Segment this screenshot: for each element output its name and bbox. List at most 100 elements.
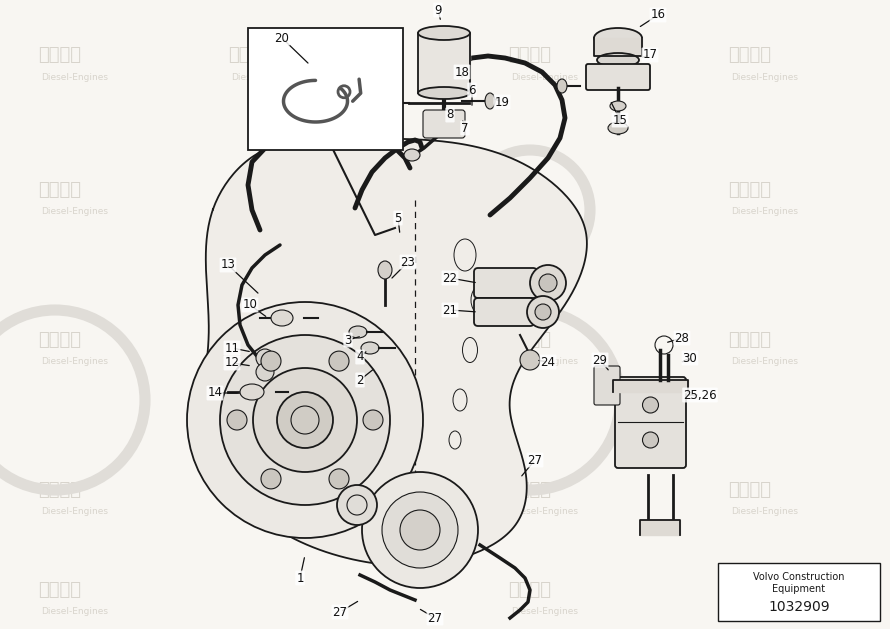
Bar [248, 28, 403, 150]
Text: 紫发动力: 紫发动力 [38, 46, 82, 64]
Circle shape [400, 510, 440, 550]
Circle shape [256, 363, 274, 381]
Circle shape [256, 349, 274, 367]
Text: Equipment: Equipment [773, 584, 826, 594]
Ellipse shape [610, 101, 626, 111]
Text: Diesel-Engines: Diesel-Engines [732, 508, 798, 516]
Polygon shape [640, 520, 680, 535]
Text: 紫发动力: 紫发动力 [38, 581, 82, 599]
Circle shape [530, 265, 566, 301]
Ellipse shape [271, 310, 293, 326]
Circle shape [261, 469, 281, 489]
Bar [718, 563, 880, 621]
FancyBboxPatch shape [586, 64, 650, 90]
FancyBboxPatch shape [615, 377, 686, 468]
Text: 4: 4 [356, 350, 364, 364]
Text: Diesel-Engines: Diesel-Engines [732, 208, 798, 216]
Text: 23: 23 [400, 255, 416, 269]
Circle shape [539, 274, 557, 292]
Ellipse shape [404, 149, 420, 161]
Text: 11: 11 [224, 342, 239, 355]
Text: Diesel-Engines: Diesel-Engines [42, 357, 109, 367]
Circle shape [253, 368, 357, 472]
Text: 6: 6 [468, 84, 476, 96]
Text: Diesel-Engines: Diesel-Engines [732, 72, 798, 82]
Ellipse shape [387, 96, 397, 110]
Text: 紫发动力: 紫发动力 [38, 331, 82, 349]
Ellipse shape [349, 326, 367, 338]
Text: Volvo Construction: Volvo Construction [753, 572, 845, 582]
Ellipse shape [240, 384, 264, 400]
Ellipse shape [378, 261, 392, 279]
Text: 25,26: 25,26 [684, 389, 716, 401]
Text: 紫发动力: 紫发动力 [729, 481, 772, 499]
Text: Diesel-Engines: Diesel-Engines [512, 72, 578, 82]
Text: 紫发动力: 紫发动力 [38, 481, 82, 499]
Text: 紫发动力: 紫发动力 [229, 181, 271, 199]
Text: Diesel-Engines: Diesel-Engines [512, 208, 578, 216]
Circle shape [220, 335, 390, 505]
Text: 1032909: 1032909 [768, 600, 829, 614]
Text: 21: 21 [442, 304, 457, 316]
Text: 5: 5 [394, 211, 401, 225]
Ellipse shape [597, 53, 639, 67]
Text: Diesel-Engines: Diesel-Engines [512, 357, 578, 367]
Ellipse shape [418, 87, 470, 99]
Text: 7: 7 [461, 121, 469, 135]
Text: 13: 13 [221, 259, 236, 272]
Text: 19: 19 [495, 96, 509, 108]
Ellipse shape [608, 122, 628, 134]
Polygon shape [613, 380, 688, 392]
Text: 29: 29 [593, 353, 608, 367]
Circle shape [527, 296, 559, 328]
Text: Diesel-Engines: Diesel-Engines [512, 608, 578, 616]
Text: Diesel-Engines: Diesel-Engines [42, 208, 109, 216]
Text: 27: 27 [528, 454, 543, 467]
Text: 紫发动力: 紫发动力 [508, 181, 552, 199]
FancyBboxPatch shape [474, 268, 537, 298]
Text: 9: 9 [434, 4, 441, 16]
Text: 紫发动力: 紫发动力 [508, 581, 552, 599]
Polygon shape [594, 38, 642, 56]
FancyBboxPatch shape [423, 110, 465, 138]
Text: 18: 18 [455, 65, 469, 79]
Ellipse shape [594, 28, 642, 48]
Text: 紫发动力: 紫发动力 [508, 481, 552, 499]
Circle shape [362, 472, 478, 588]
Text: 紫发动力: 紫发动力 [729, 181, 772, 199]
Text: Diesel-Engines: Diesel-Engines [231, 357, 298, 367]
Text: 27: 27 [427, 611, 442, 625]
Text: 紫发动力: 紫发动力 [229, 331, 271, 349]
Circle shape [382, 492, 458, 568]
Text: 17: 17 [643, 48, 658, 62]
Circle shape [277, 392, 333, 448]
Circle shape [329, 469, 349, 489]
Text: 20: 20 [274, 31, 289, 45]
FancyBboxPatch shape [474, 298, 534, 326]
Text: 15: 15 [612, 113, 627, 126]
Text: 紫发动力: 紫发动力 [508, 331, 552, 349]
Circle shape [535, 304, 551, 320]
Text: 紫发动力: 紫发动力 [508, 46, 552, 64]
Ellipse shape [485, 93, 495, 109]
Text: 紫发动力: 紫发动力 [229, 46, 271, 64]
Ellipse shape [418, 26, 470, 40]
Text: Diesel-Engines: Diesel-Engines [42, 508, 109, 516]
Text: 紫发动力: 紫发动力 [729, 46, 772, 64]
Circle shape [337, 485, 377, 525]
Text: 22: 22 [442, 272, 457, 284]
Text: Diesel-Engines: Diesel-Engines [231, 508, 298, 516]
Circle shape [643, 397, 659, 413]
Text: 10: 10 [243, 299, 257, 311]
Text: 紫发动力: 紫发动力 [38, 181, 82, 199]
Text: 3: 3 [344, 333, 352, 347]
Text: 12: 12 [224, 357, 239, 369]
Ellipse shape [361, 342, 379, 354]
Polygon shape [418, 33, 470, 93]
FancyBboxPatch shape [594, 366, 620, 405]
Circle shape [261, 351, 281, 371]
Circle shape [187, 302, 423, 538]
Text: Diesel-Engines: Diesel-Engines [231, 72, 298, 82]
Text: 16: 16 [651, 9, 666, 21]
Text: 24: 24 [540, 355, 555, 369]
